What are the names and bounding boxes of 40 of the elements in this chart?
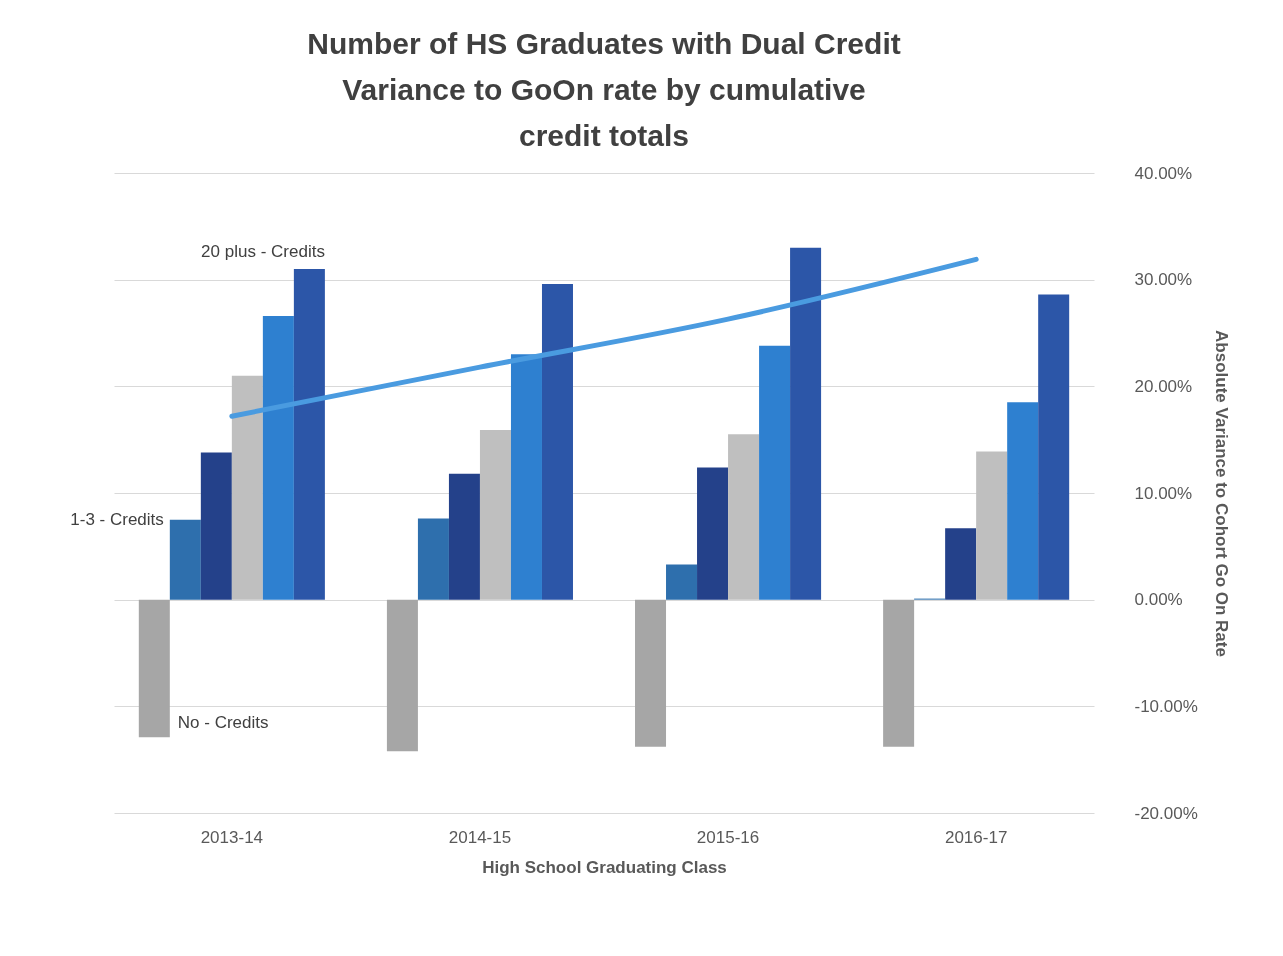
bar (728, 434, 760, 600)
bar (293, 269, 325, 600)
y-tick-label: -20.00% (1134, 803, 1198, 823)
y-tick-label: -10.00% (1134, 696, 1198, 716)
bar (883, 599, 915, 747)
x-tick-label: 2014-15 (448, 827, 512, 847)
y-tick-label: 40.00% (1134, 163, 1193, 183)
bar (200, 452, 232, 600)
bar (231, 375, 263, 600)
x-tick-label: 2015-16 (696, 827, 760, 847)
y-tick-label: 30.00% (1134, 270, 1193, 290)
bar (790, 247, 822, 600)
bar (541, 283, 573, 600)
bar (448, 473, 480, 600)
bar (479, 430, 511, 600)
y-axis-title: Absolute Variance to Cohort Go On Rate (1211, 330, 1231, 657)
bar (262, 315, 294, 600)
series-label: 20 plus - Credits (201, 242, 325, 261)
bar (1038, 294, 1070, 600)
y-tick-label: 20.00% (1134, 376, 1193, 396)
bar (759, 345, 791, 600)
bar (417, 518, 449, 600)
series-label: No - Credits (177, 713, 269, 733)
y-tick-label: 10.00% (1134, 483, 1193, 503)
bar (510, 354, 542, 600)
chart-title: Number of HS Graduates with Dual Credit Variance to GoOn rate by cumulative credit totals (307, 27, 901, 152)
bar (697, 467, 729, 600)
bar (169, 519, 201, 600)
bar (945, 528, 977, 600)
x-axis-title: High School Graduating Class (482, 857, 727, 877)
y-tick-label: 0.00% (1134, 590, 1183, 610)
bar (1007, 402, 1039, 600)
bar (976, 451, 1008, 600)
bar (635, 599, 667, 747)
x-tick-label: 2016-17 (944, 827, 1008, 847)
bar (386, 599, 418, 752)
bar (666, 564, 698, 600)
bar (138, 599, 170, 738)
series-label: 1-3 - Credits (70, 509, 164, 529)
x-tick-label: 2013-14 (200, 827, 264, 847)
